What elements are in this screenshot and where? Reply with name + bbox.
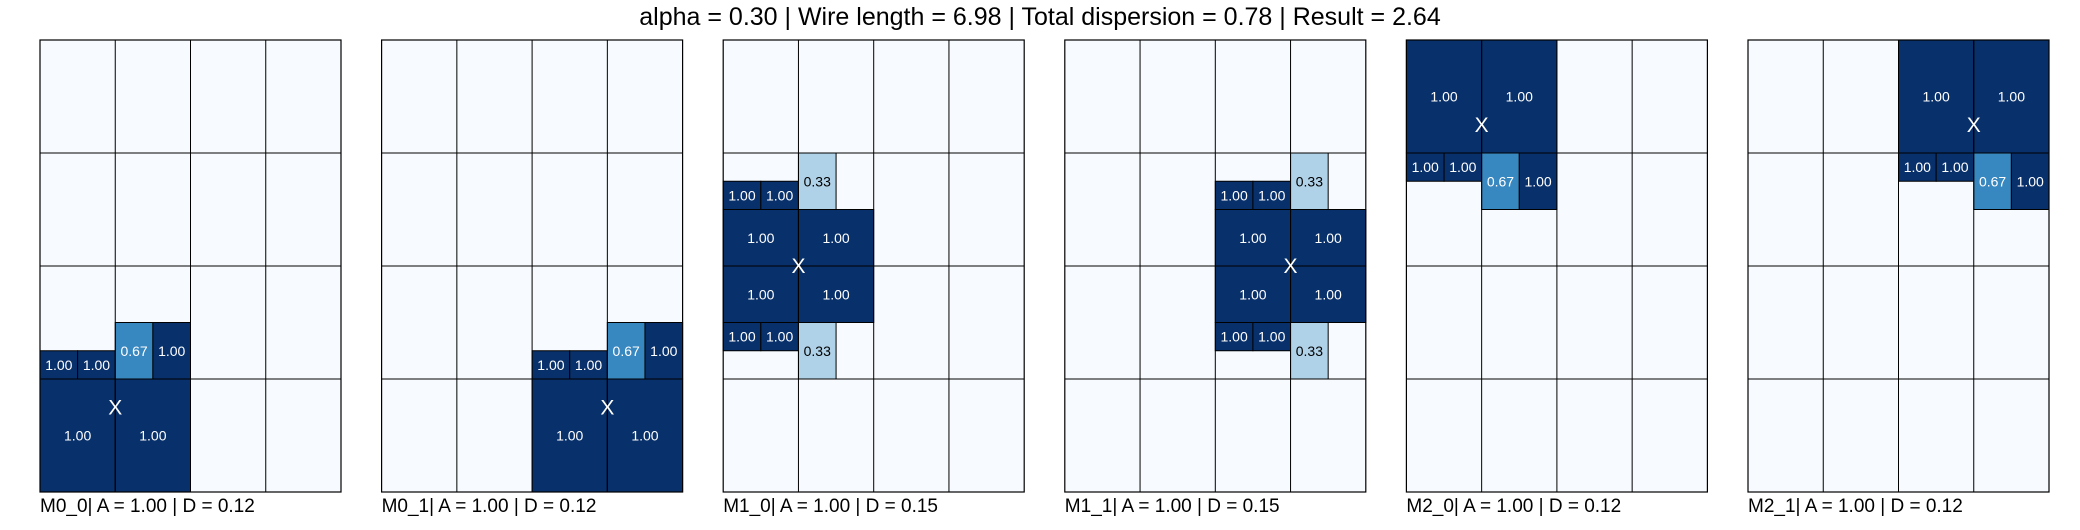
block-label-4: 0.67 <box>1487 173 1514 189</box>
panel-border <box>1405 39 1709 493</box>
block-label-5: 1.00 <box>1258 187 1285 203</box>
block-label-3: 1.00 <box>575 357 602 373</box>
panel-border <box>1747 39 2050 493</box>
panel-caption-3: M1_1| A = 1.00 | D = 0.15 <box>1064 496 1280 517</box>
block-4 <box>1481 152 1520 210</box>
block-label-1: 1.00 <box>822 286 849 302</box>
block-label-8: 0.33 <box>804 173 831 189</box>
block-label-0: 1.00 <box>556 428 583 444</box>
block-label-4: 1.00 <box>728 187 755 203</box>
block-5 <box>760 180 799 210</box>
block-label-3: 1.00 <box>822 230 849 246</box>
center-marker: X <box>1284 255 1298 278</box>
block-1 <box>797 265 875 323</box>
block-label-5: 1.00 <box>650 343 677 359</box>
block-label-4: 0.67 <box>1979 173 2006 189</box>
panel-border <box>1064 39 1367 493</box>
panel-caption-1: M0_1| A = 1.00 | D = 0.12 <box>381 496 597 517</box>
panel-2: 1.00 1.00 1.00 1.00 1.00 1.00 1.00 1.00 0.33 0.33… <box>722 39 1025 493</box>
block-label-2: 1.00 <box>45 357 72 373</box>
block-label-0: 1.00 <box>747 286 774 302</box>
block-label-2: 1.00 <box>1239 230 1266 246</box>
block-5 <box>1518 152 1558 210</box>
block-7 <box>760 322 799 352</box>
block-label-5: 1.00 <box>766 187 793 203</box>
block-label-3: 1.00 <box>1941 159 1968 175</box>
figure-title: alpha = 0.30 | Wire length = 6.98 | Tota… <box>639 3 1441 31</box>
block-3 <box>1935 152 1975 182</box>
block-8 <box>797 152 837 210</box>
block-9 <box>797 322 837 380</box>
block-label-0: 1.00 <box>1923 89 1950 105</box>
block-5 <box>152 322 191 380</box>
block-1 <box>1481 39 1558 154</box>
panel-4: 1.00 1.00 1.00 1.00 0.67 1.00 X <box>1405 39 1709 493</box>
block-label-0: 1.00 <box>1430 89 1457 105</box>
block-label-2: 1.00 <box>1904 159 1931 175</box>
center-marker: X <box>1475 114 1489 137</box>
block-label-1: 1.00 <box>139 428 166 444</box>
block-label-5: 1.00 <box>1524 173 1551 189</box>
block-4 <box>114 322 154 380</box>
block-label-0: 1.00 <box>1239 286 1266 302</box>
block-7 <box>1252 322 1292 352</box>
block-0 <box>531 378 608 493</box>
block-label-7: 1.00 <box>766 329 793 345</box>
block-2 <box>531 350 571 380</box>
block-label-4: 0.67 <box>120 343 147 359</box>
block-label-3: 1.00 <box>1449 159 1476 175</box>
block-label-1: 1.00 <box>631 428 658 444</box>
center-marker: X <box>791 255 805 278</box>
block-label-9: 0.33 <box>804 343 831 359</box>
block-label-2: 1.00 <box>1412 159 1439 175</box>
block-label-3: 1.00 <box>1315 230 1342 246</box>
block-label-2: 1.00 <box>747 230 774 246</box>
block-2 <box>722 209 799 267</box>
panel-1: 1.00 1.00 1.00 1.00 0.67 1.00 X <box>381 39 684 493</box>
block-4 <box>722 180 762 210</box>
panel-border <box>39 39 342 493</box>
block-label-0: 1.00 <box>64 428 91 444</box>
panel-caption-0: M0_0| A = 1.00 | D = 0.12 <box>40 496 255 517</box>
block-label-5: 1.00 <box>158 343 185 359</box>
panel-caption-2: M1_0| A = 1.00 | D = 0.15 <box>723 496 938 517</box>
block-1 <box>1973 39 2050 154</box>
panel-0: 1.00 1.00 1.00 1.00 0.67 1.00 X <box>39 39 342 493</box>
panel-caption-5: M2_1| A = 1.00 | D = 0.12 <box>1748 496 1963 517</box>
block-label-1: 1.00 <box>1315 286 1342 302</box>
block-label-7: 1.00 <box>1258 329 1285 345</box>
block-label-4: 0.67 <box>613 343 640 359</box>
panel-5: 1.00 1.00 1.00 1.00 0.67 1.00 X <box>1747 39 2050 493</box>
panel-border <box>381 39 684 493</box>
block-label-1: 1.00 <box>1998 89 2025 105</box>
block-6 <box>722 322 762 352</box>
panel-3: 1.00 1.00 1.00 1.00 1.00 1.00 1.00 1.00 0.33 0.33… <box>1064 39 1367 493</box>
center-marker: X <box>1967 114 1981 137</box>
block-2 <box>1405 152 1445 182</box>
block-label-5: 1.00 <box>2017 173 2044 189</box>
panel-caption-4: M2_0| A = 1.00 | D = 0.12 <box>1406 496 1622 517</box>
center-marker: X <box>108 396 122 419</box>
panel-border <box>722 39 1025 493</box>
block-label-2: 1.00 <box>537 357 564 373</box>
block-label-6: 1.00 <box>728 329 755 345</box>
block-label-4: 1.00 <box>1220 187 1247 203</box>
block-label-1: 1.00 <box>1506 89 1533 105</box>
block-0 <box>722 265 799 323</box>
block-label-9: 0.33 <box>1296 343 1323 359</box>
block-4 <box>1973 152 2012 210</box>
block-label-8: 0.33 <box>1296 173 1323 189</box>
block-0 <box>1214 265 1292 323</box>
block-label-6: 1.00 <box>1220 329 1247 345</box>
center-marker: X <box>600 396 614 419</box>
block-label-3: 1.00 <box>83 357 110 373</box>
